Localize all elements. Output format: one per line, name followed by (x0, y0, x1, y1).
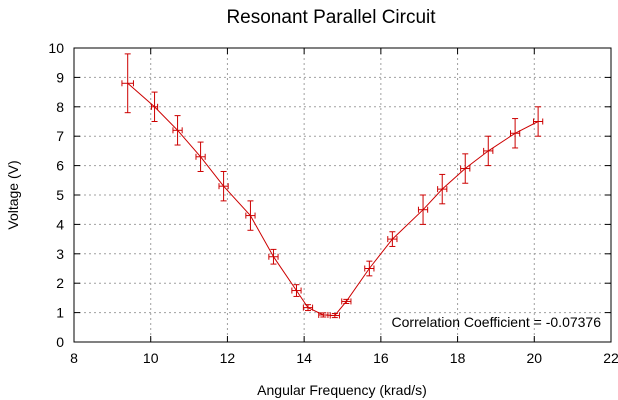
data-point (150, 91, 159, 122)
x-tick-label: 16 (373, 350, 389, 366)
series-line (127, 82, 539, 317)
data-point (341, 298, 352, 305)
x-axis-title: Angular Frequency (krad/s) (257, 382, 427, 398)
y-tick-label: 9 (56, 69, 64, 85)
y-tick-label: 8 (56, 99, 64, 115)
data-point (460, 153, 471, 184)
x-tick-label: 12 (220, 350, 236, 366)
data-point (268, 248, 279, 265)
chart-title: Resonant Parallel Circuit (226, 7, 436, 28)
x-tick-label: 8 (70, 350, 78, 366)
correlation-annotation: Correlation Coefficient = -0.07376 (392, 314, 602, 330)
y-tick-label: 7 (56, 128, 64, 144)
data-point (302, 304, 314, 312)
series (121, 53, 544, 319)
y-axis-title: Voltage (V) (5, 160, 21, 229)
y-tick-label: 5 (56, 187, 64, 203)
data-point (483, 135, 494, 167)
y-tick-label: 3 (56, 246, 64, 262)
x-tick-label: 20 (526, 350, 542, 366)
data-point (417, 194, 429, 225)
data-point (387, 231, 398, 247)
data-point (510, 118, 521, 149)
data-point (172, 115, 183, 146)
x-tick-label: 10 (143, 350, 159, 366)
data-point (291, 284, 302, 297)
y-tick-label: 10 (48, 40, 64, 56)
data-point (329, 312, 340, 319)
data-point (437, 173, 448, 205)
data-point (121, 53, 134, 114)
y-tick-label: 1 (56, 305, 64, 321)
x-tick-label: 22 (603, 350, 618, 366)
data-point (364, 260, 375, 277)
data-point (245, 200, 256, 231)
data-point (318, 311, 329, 318)
y-tick-label: 0 (56, 334, 64, 350)
grid (74, 48, 611, 342)
data-point (533, 106, 544, 137)
y-tick-label: 2 (56, 275, 64, 291)
x-tick-label: 18 (450, 350, 466, 366)
y-tick-label: 6 (56, 158, 64, 174)
x-tick-label: 14 (296, 350, 312, 366)
data-point (195, 141, 206, 172)
y-tick-label: 4 (56, 216, 64, 232)
data-point (218, 170, 229, 202)
